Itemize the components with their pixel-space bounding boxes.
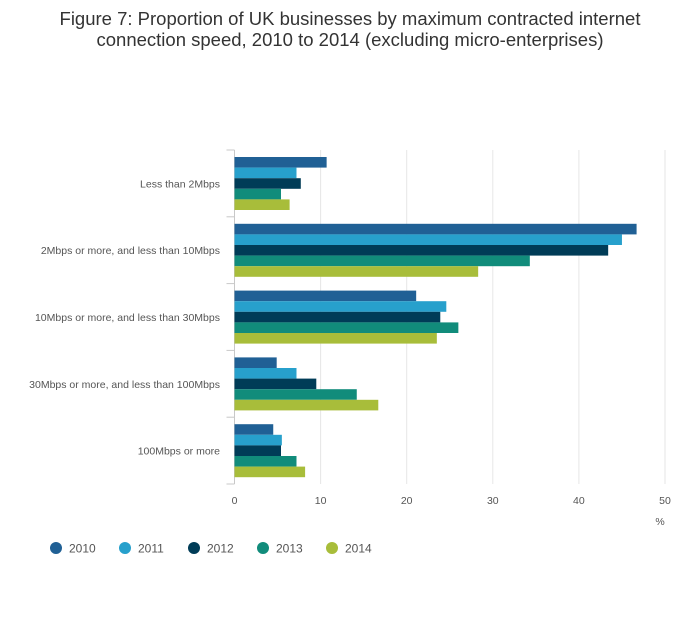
bar-2010-cat-1 bbox=[234, 223, 637, 235]
bar-2010-cat-3 bbox=[234, 357, 277, 368]
x-tick-label: 0 bbox=[232, 495, 238, 507]
bar-2013-cat-0 bbox=[234, 188, 281, 200]
x-unit-label: % bbox=[655, 516, 664, 528]
bar-2014-cat-0 bbox=[234, 199, 290, 210]
bar-2014-cat-2 bbox=[234, 333, 437, 344]
legend-swatch-2012 bbox=[188, 542, 200, 554]
legend-swatch-2011 bbox=[119, 542, 131, 554]
bar-2011-cat-2 bbox=[234, 301, 447, 312]
bar-2011-cat-1 bbox=[234, 234, 622, 245]
legend-label-2012: 2012 bbox=[207, 542, 234, 556]
category-label: 30Mbps or more, and less than 100Mbps bbox=[29, 379, 220, 391]
bar-2014-cat-1 bbox=[234, 266, 479, 277]
y-axis bbox=[226, 149, 235, 485]
chart-title-line-2: connection speed, 2010 to 2014 (excludin… bbox=[96, 29, 604, 50]
x-tick-label: 50 bbox=[659, 495, 671, 507]
legend-label-2013: 2013 bbox=[276, 542, 303, 556]
legend-label-2010: 2010 bbox=[69, 542, 96, 556]
bar-2010-cat-4 bbox=[234, 424, 274, 435]
bar-2013-cat-1 bbox=[234, 255, 530, 267]
bars bbox=[234, 157, 637, 478]
bar-2013-cat-4 bbox=[234, 456, 297, 467]
legend-label-2011: 2011 bbox=[138, 542, 164, 556]
category-label: Less than 2Mbps bbox=[140, 178, 220, 190]
bar-2011-cat-0 bbox=[234, 167, 297, 179]
chart-title-line-1: Figure 7: Proportion of UK businesses by… bbox=[59, 8, 641, 29]
x-tick-label: 30 bbox=[487, 495, 499, 507]
category-label: 10Mbps or more, and less than 30Mbps bbox=[35, 312, 220, 324]
axis-labels: 0 10 20 30 40 50% Less than 2Mbps 2Mbps or more… bbox=[29, 178, 671, 528]
bar-2011-cat-4 bbox=[234, 434, 282, 446]
x-tick-label: 10 bbox=[315, 495, 327, 507]
bar-2010-cat-0 bbox=[234, 157, 327, 168]
x-tick-label: 20 bbox=[401, 495, 413, 507]
bar-2012-cat-0 bbox=[234, 178, 301, 189]
x-tick-label: 40 bbox=[573, 495, 585, 507]
legend-swatch-2013 bbox=[257, 542, 269, 554]
bar-2014-cat-4 bbox=[234, 466, 306, 478]
chart-title: Figure 7: Proportion of UK businesses by… bbox=[0, 8, 700, 50]
bar-2013-cat-2 bbox=[234, 322, 459, 333]
legend-label-2014: 2014 bbox=[345, 542, 372, 556]
category-label: 100Mbps or more bbox=[138, 446, 220, 458]
bar-2010-cat-2 bbox=[234, 290, 417, 302]
legend-swatch-2010 bbox=[50, 542, 62, 554]
bar-2011-cat-3 bbox=[234, 368, 297, 379]
legend-swatch-2014 bbox=[326, 542, 338, 554]
bar-2012-cat-3 bbox=[234, 378, 317, 390]
bar-2012-cat-2 bbox=[234, 311, 441, 323]
legend: 2010 2011 2012 2013 2014 bbox=[50, 542, 372, 556]
bar-2012-cat-4 bbox=[234, 445, 281, 456]
category-label: 2Mbps or more, and less than 10Mbps bbox=[41, 245, 220, 257]
bar-2014-cat-3 bbox=[234, 399, 379, 411]
bar-2013-cat-3 bbox=[234, 389, 357, 400]
bar-2012-cat-1 bbox=[234, 245, 609, 256]
